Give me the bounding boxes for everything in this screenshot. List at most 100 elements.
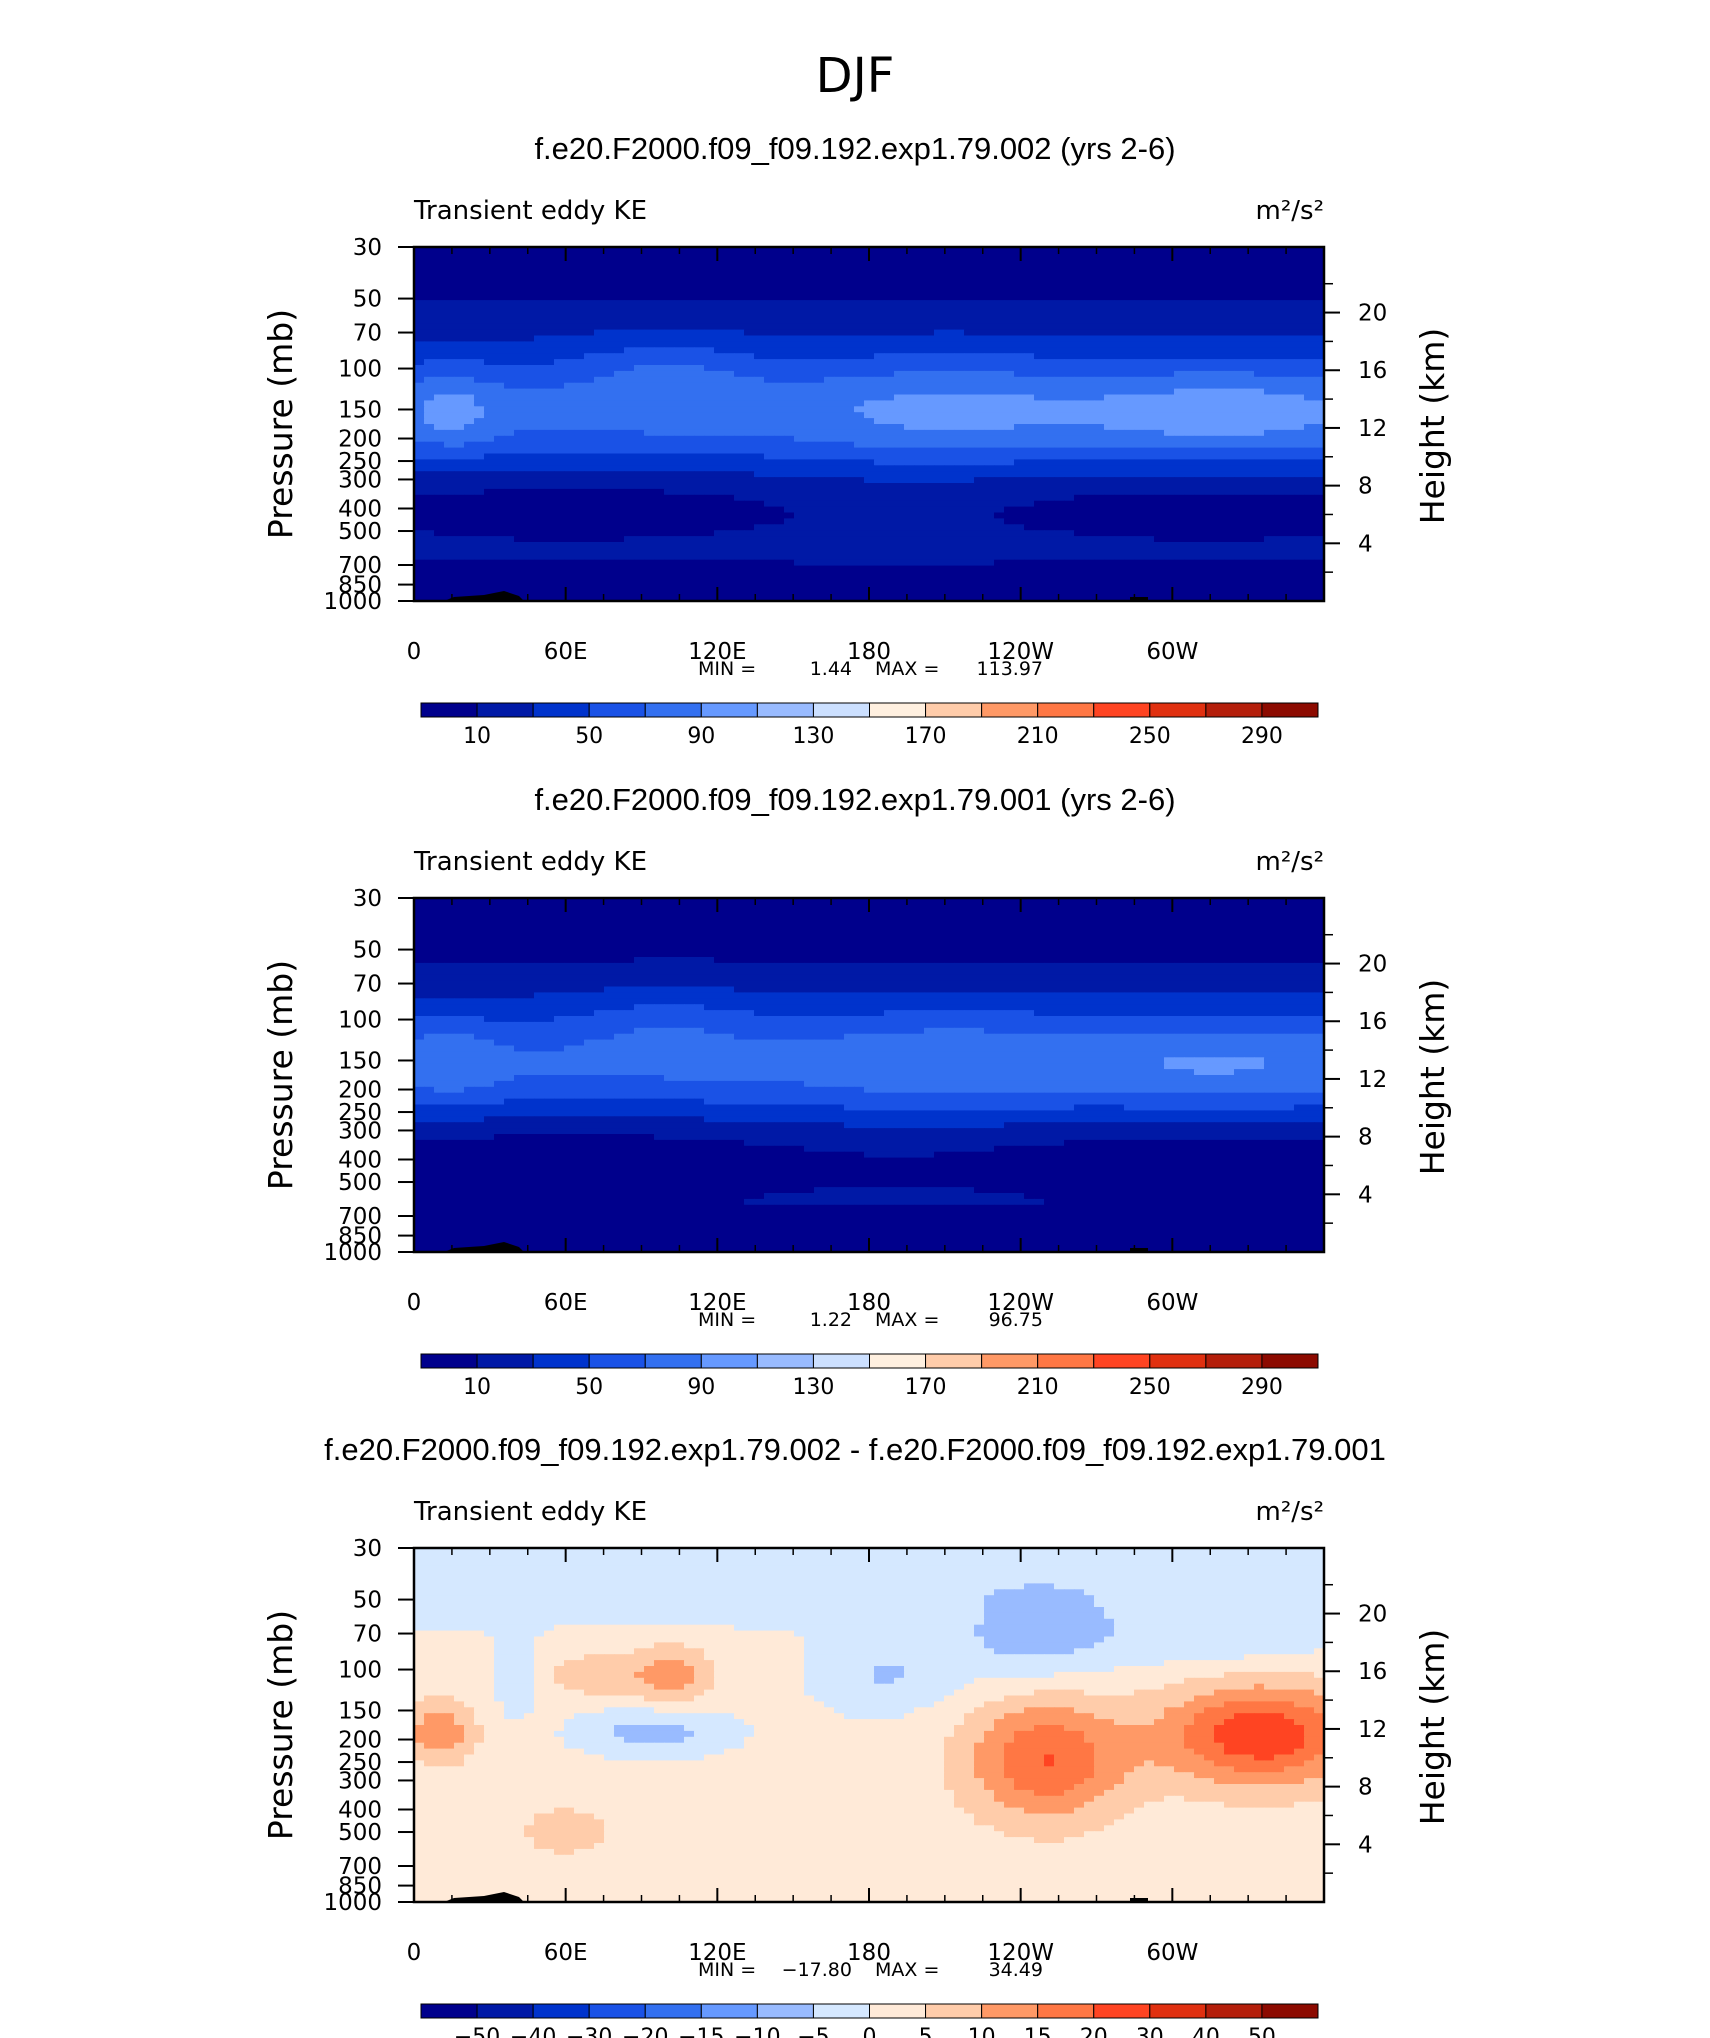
field-cell — [1234, 247, 1245, 254]
field-cell — [734, 359, 745, 366]
field-cell — [1294, 400, 1305, 407]
field-cell — [914, 465, 925, 472]
field-cell — [574, 317, 585, 325]
field-cell — [514, 471, 525, 478]
field-cell — [854, 542, 865, 549]
field-cell — [694, 394, 705, 401]
field-cell — [944, 276, 955, 283]
field-cell — [484, 542, 495, 549]
field-cell — [514, 252, 525, 260]
field-cell — [1064, 347, 1075, 354]
field-cell — [674, 412, 685, 419]
field-cell — [1104, 382, 1115, 390]
field-cell — [1174, 471, 1185, 478]
field-cell — [924, 506, 935, 514]
field-cell — [1224, 488, 1235, 496]
field-cell — [1284, 506, 1295, 514]
field-cell — [1164, 483, 1175, 490]
field-cell — [474, 536, 485, 543]
field-cell — [664, 542, 675, 549]
field-cell — [894, 500, 905, 508]
field-cell — [1104, 412, 1115, 419]
field-cell — [1174, 418, 1185, 425]
field-cell — [974, 276, 985, 283]
field-cell — [1124, 300, 1135, 307]
field-cell — [894, 376, 905, 384]
field-cell — [874, 542, 885, 549]
field-cell — [1054, 553, 1065, 561]
field-cell — [1034, 447, 1045, 455]
field-cell — [1044, 483, 1055, 490]
field-cell — [1064, 418, 1075, 425]
field-cell — [1064, 465, 1075, 472]
field-cell — [1084, 406, 1095, 413]
field-cell — [1024, 370, 1035, 378]
field-cell — [674, 500, 685, 508]
field-cell — [574, 512, 585, 519]
field-cell — [664, 252, 675, 260]
field-cell — [534, 500, 545, 508]
field-cell — [1084, 494, 1095, 502]
field-cell — [764, 547, 775, 555]
field-cell — [984, 459, 995, 466]
field-cell — [784, 306, 795, 313]
field-cell — [824, 388, 835, 396]
field-cell — [1154, 518, 1165, 525]
field-cell — [864, 288, 875, 295]
field-cell — [1144, 252, 1155, 260]
field-cell — [604, 524, 615, 531]
field-cell — [1074, 542, 1085, 549]
field-cell — [884, 412, 895, 419]
field-cell — [1004, 306, 1015, 313]
field-cell — [1174, 258, 1185, 266]
field-cell — [564, 418, 575, 425]
field-cell — [904, 553, 915, 561]
field-cell — [1204, 306, 1215, 313]
field-cell — [614, 247, 625, 254]
field-cell — [414, 282, 425, 289]
field-cell — [534, 465, 545, 472]
field-cell — [694, 530, 705, 537]
field-cell — [1304, 353, 1315, 360]
field-cell — [614, 518, 625, 525]
field-cell — [474, 565, 485, 573]
field-cell — [1224, 323, 1235, 331]
field-cell — [894, 317, 905, 325]
field-cell — [464, 559, 475, 567]
field-cell — [984, 258, 995, 266]
field-cell — [674, 453, 685, 460]
field-cell — [594, 252, 605, 260]
field-cell — [614, 406, 625, 413]
field-cell — [1084, 418, 1095, 425]
field-cell — [1214, 518, 1225, 525]
field-cell — [1014, 323, 1025, 331]
field-cell — [524, 524, 535, 531]
field-cell — [424, 471, 435, 478]
field-cell — [904, 518, 915, 525]
field-cell — [474, 494, 485, 502]
field-cell — [1284, 258, 1295, 266]
field-cell — [484, 494, 495, 502]
field-cell — [1194, 388, 1205, 396]
field-cell — [624, 288, 635, 295]
field-cell — [1234, 553, 1245, 561]
field-cell — [634, 477, 645, 484]
field-cell — [634, 382, 645, 390]
field-cell — [1054, 282, 1065, 289]
field-cell — [754, 429, 765, 437]
field-cell — [1284, 483, 1295, 490]
field-cell — [614, 400, 625, 407]
field-cell — [914, 388, 925, 396]
field-cell — [1094, 294, 1105, 301]
field-cell — [1004, 406, 1015, 413]
field-cell — [1044, 311, 1055, 319]
field-cell — [464, 264, 475, 272]
field-cell — [1084, 547, 1095, 555]
field-cell — [714, 335, 725, 342]
field-cell — [914, 506, 925, 514]
field-cell — [694, 282, 705, 289]
field-cell — [1004, 388, 1015, 396]
field-cell — [944, 453, 955, 460]
field-cell — [564, 247, 575, 254]
field-cell — [704, 471, 715, 478]
